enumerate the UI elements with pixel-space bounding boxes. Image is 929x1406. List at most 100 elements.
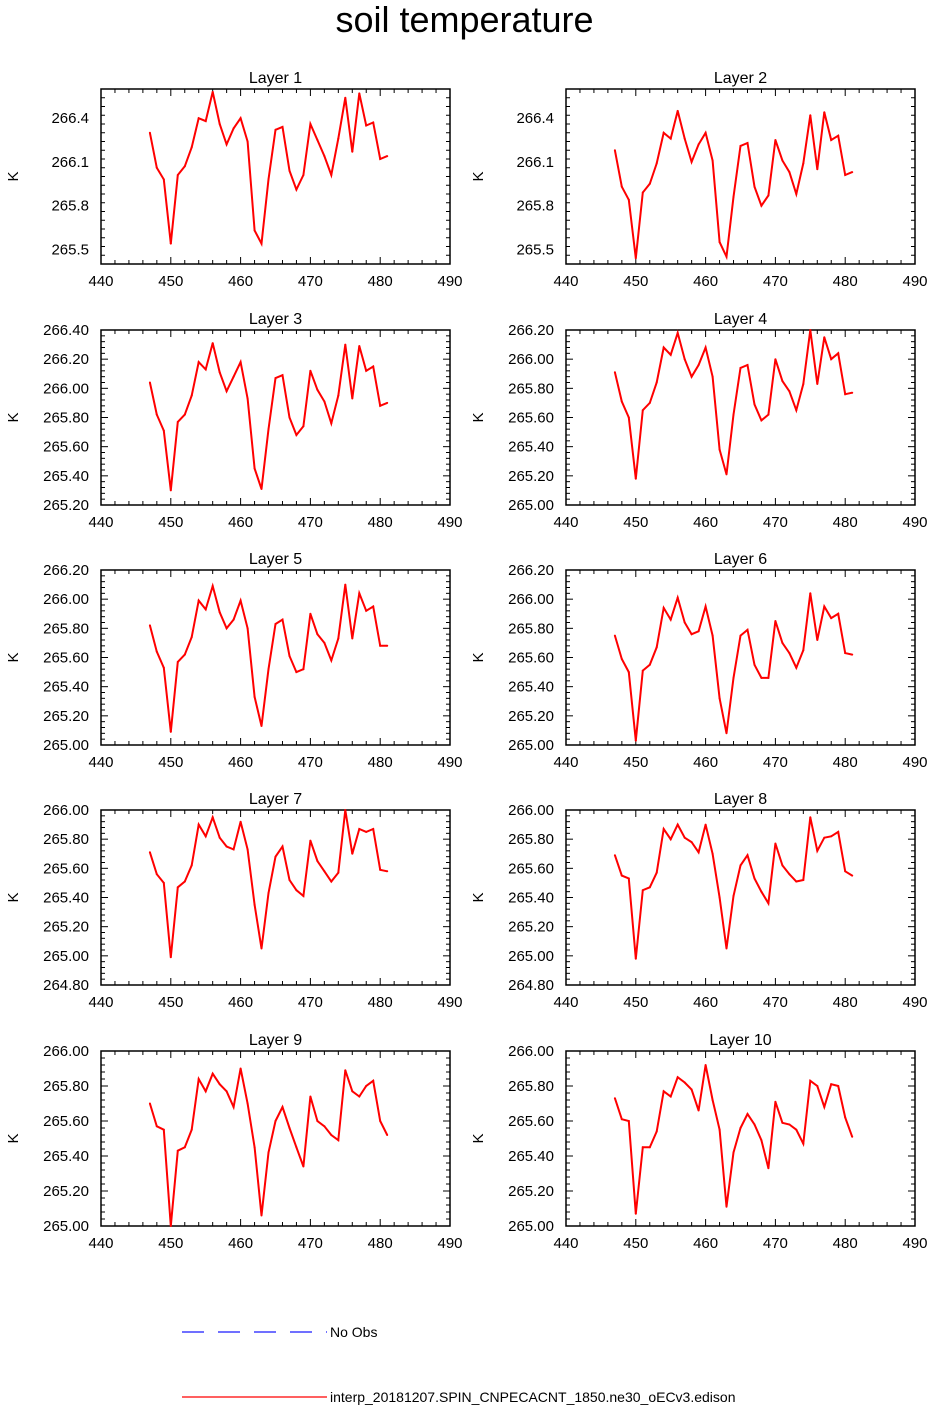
data-point [253, 229, 256, 232]
data-point [676, 331, 679, 334]
data-point [204, 1090, 207, 1093]
data-point [683, 358, 686, 361]
data-point [155, 166, 158, 169]
y-tick-label: 265.60 [43, 860, 89, 877]
panel-title: Layer 7 [249, 791, 302, 808]
data-point [386, 870, 389, 873]
data-point [711, 1099, 714, 1101]
data-point [718, 1128, 721, 1131]
x-tick-label: 480 [833, 514, 858, 531]
data-point [746, 1113, 749, 1115]
data-point [372, 1079, 375, 1082]
data-point [274, 1120, 277, 1122]
data-point [816, 168, 819, 171]
data-point [316, 388, 319, 391]
data-point [851, 653, 854, 656]
panel-9: Layer 9 K 440 450 460 470 480 490 265.00 265.20 26… [5, 1032, 463, 1252]
data-point [302, 1165, 305, 1168]
y-tick-label: 266.00 [43, 1043, 89, 1060]
data-point [648, 886, 651, 889]
data-point [739, 864, 742, 867]
x-tick-label: 470 [298, 994, 323, 1011]
data-point [183, 653, 186, 656]
x-tick-label: 450 [158, 1235, 183, 1252]
x-tick-label: 480 [833, 273, 858, 290]
data-point [344, 583, 347, 586]
y-tick-label: 266.1 [51, 154, 89, 171]
data-point [627, 671, 630, 674]
data-point [690, 160, 693, 163]
data-point [627, 416, 630, 419]
data-point [330, 659, 333, 662]
data-point [323, 155, 326, 158]
y-tick-label: 265.20 [508, 468, 554, 485]
data-point [253, 903, 256, 906]
data-point [365, 124, 368, 127]
data-point [620, 658, 623, 660]
x-tick-label: 460 [693, 994, 718, 1011]
data-point [802, 383, 805, 385]
data-point [655, 1130, 658, 1133]
data-point [718, 896, 721, 899]
data-point [683, 621, 686, 624]
data-point [739, 1127, 742, 1129]
x-tick-label: 490 [902, 1235, 927, 1252]
legend-model-label: interp_20181207.SPIN_CNPECACNT_1850.ne30… [330, 1389, 735, 1405]
series-line [613, 329, 853, 479]
data-point [372, 828, 375, 830]
data-point [725, 732, 728, 735]
data-point [732, 1151, 735, 1154]
data-point [718, 448, 721, 451]
panel-6: Layer 6 K 440 450 460 470 480 490 265.00 265.20 26… [470, 551, 928, 771]
data-point [648, 1146, 651, 1149]
data-point [676, 596, 679, 599]
data-point [162, 1128, 165, 1131]
y-tick-label: 265.80 [43, 410, 89, 427]
data-point [169, 956, 172, 959]
y-axis-label: K [5, 892, 22, 902]
panel-10: Layer 10 K 440 450 460 470 480 490 265.00 265.20 2… [470, 1032, 928, 1252]
x-tick-label: 440 [88, 1235, 113, 1252]
data-point [620, 874, 623, 877]
y-tick-label: 265.60 [508, 410, 554, 427]
y-tick-label: 265.40 [508, 679, 554, 696]
plot-frame [565, 569, 916, 746]
y-tick-label: 265.60 [508, 860, 554, 877]
data-point [295, 1146, 298, 1149]
x-tick-label: 490 [437, 754, 462, 771]
data-point [809, 592, 812, 595]
data-point [683, 836, 686, 839]
data-point [330, 422, 333, 425]
data-point [837, 830, 840, 833]
data-point [634, 957, 637, 960]
data-point [809, 816, 812, 819]
x-tick-label: 440 [553, 754, 578, 771]
data-point [767, 413, 770, 416]
x-tick-label: 440 [88, 514, 113, 531]
series-line [148, 809, 388, 958]
y-tick-label: 265.8 [516, 198, 554, 215]
data-point [753, 403, 756, 406]
data-point [725, 1205, 728, 1208]
data-point [372, 605, 375, 608]
data-point [267, 892, 270, 895]
data-point [620, 400, 623, 403]
y-tick-label: 266.1 [516, 154, 554, 171]
data-point [232, 1106, 235, 1108]
data-point [781, 380, 784, 382]
data-point [634, 257, 637, 260]
x-tick-label: 460 [693, 1235, 718, 1252]
y-tick-label: 266.00 [508, 802, 554, 819]
y-axis-label: K [470, 892, 487, 902]
data-point [620, 185, 623, 188]
data-point [239, 1067, 242, 1070]
data-point [379, 644, 382, 647]
data-point [641, 191, 644, 194]
x-tick-label: 490 [902, 514, 927, 531]
data-point [837, 352, 840, 355]
data-point [774, 358, 777, 361]
y-tick-label: 264.80 [508, 977, 554, 994]
data-point [683, 1081, 686, 1084]
legend: No Obs interp_20181207.SPIN_CNPECACNT_185… [182, 1324, 735, 1405]
data-point [851, 1135, 854, 1138]
